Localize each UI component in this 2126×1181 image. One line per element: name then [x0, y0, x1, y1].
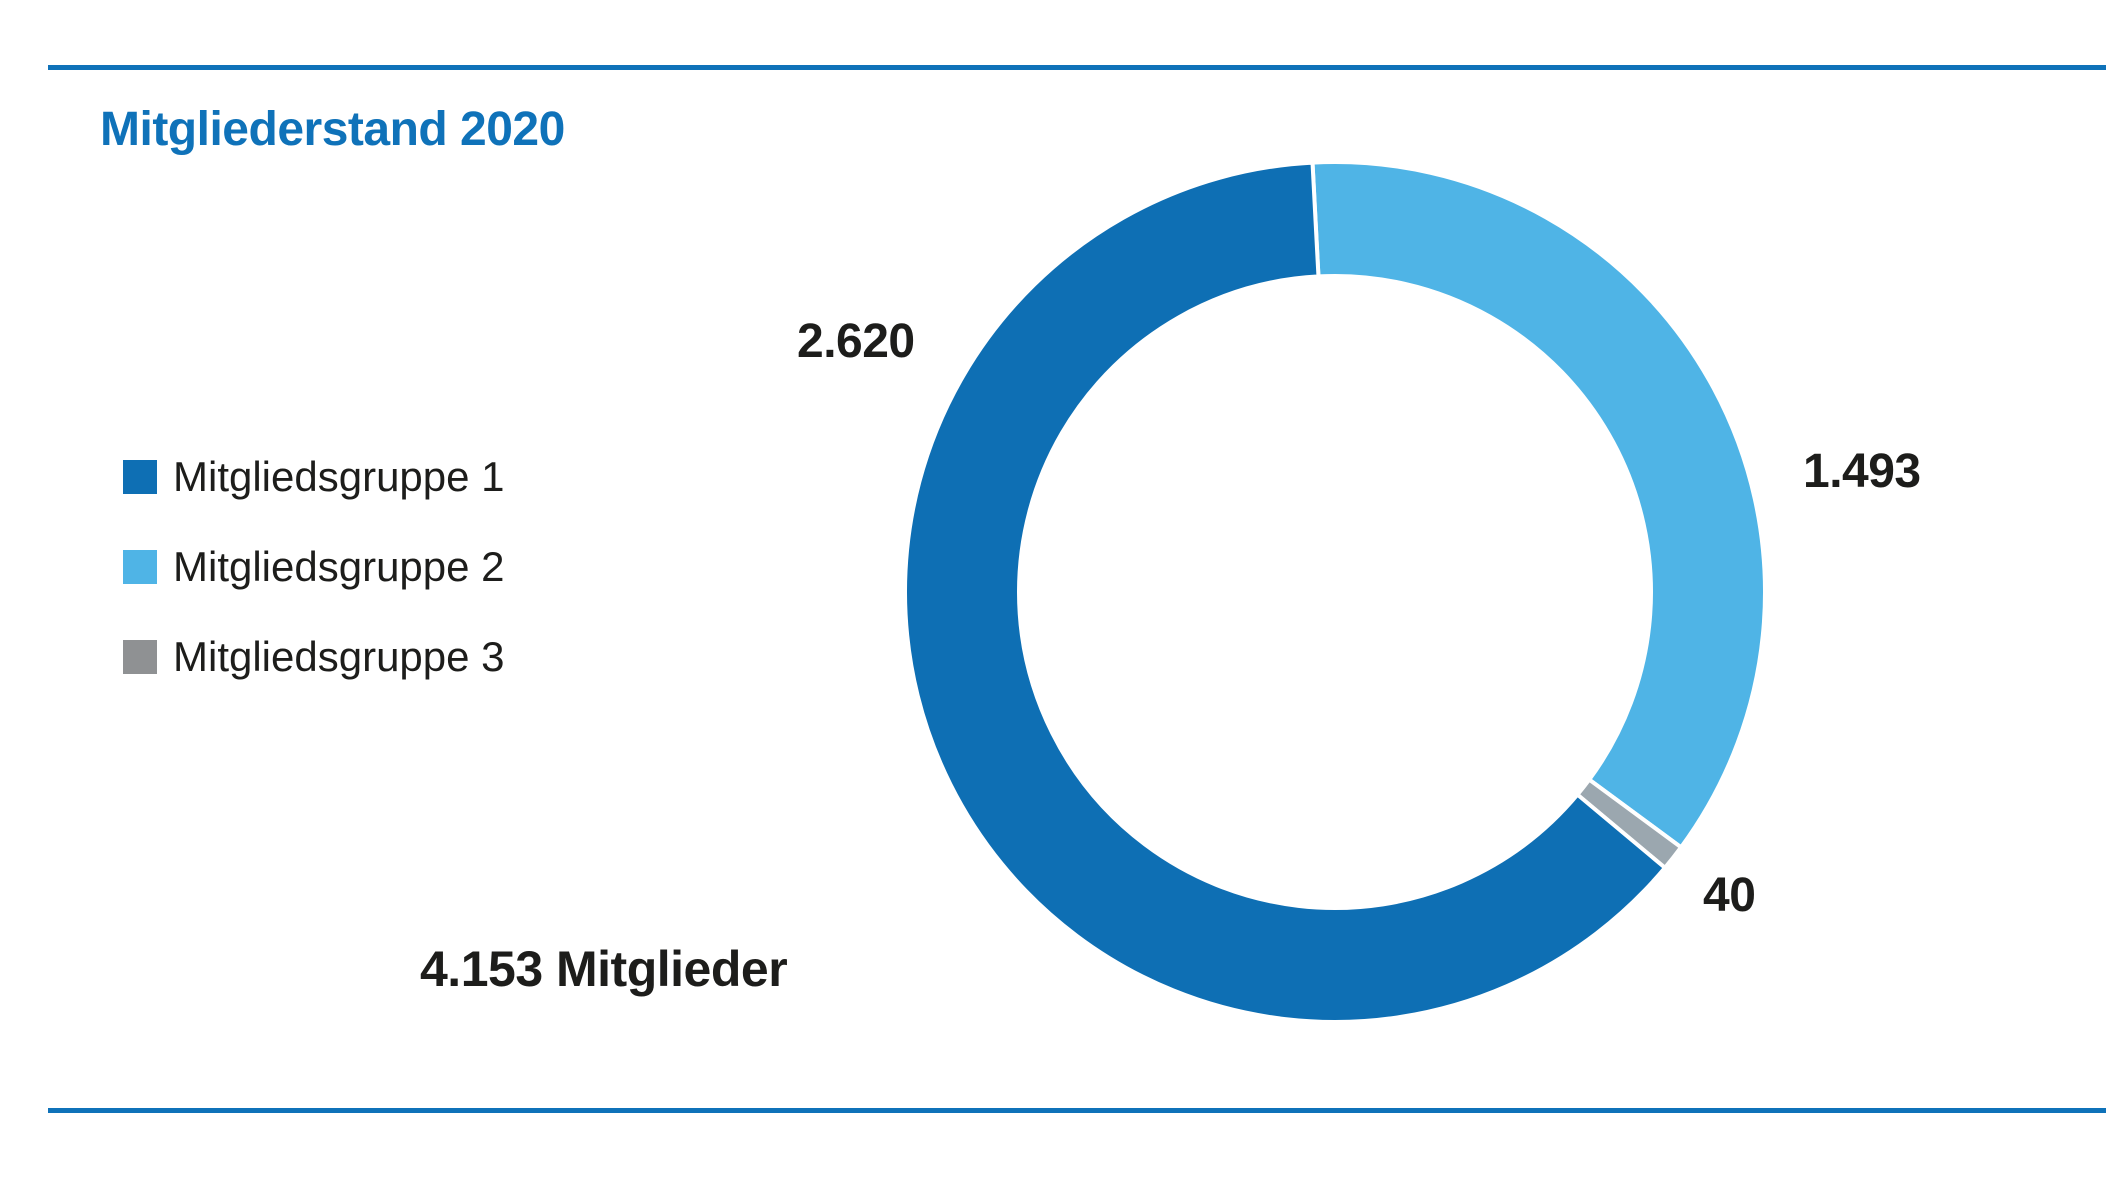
top-rule — [48, 65, 2106, 70]
legend-swatch-group2-icon — [123, 550, 157, 584]
legend-item-mitgliedsgruppe-2: Mitgliedsgruppe 2 — [123, 545, 505, 589]
slice-value-group3: 40 — [1703, 869, 1756, 922]
legend-swatch-group3-icon — [123, 640, 157, 674]
bottom-rule — [48, 1108, 2106, 1113]
legend-item-mitgliedsgruppe-3: Mitgliedsgruppe 3 — [123, 635, 505, 679]
slice-value-group1: 2.620 — [797, 315, 915, 368]
slice-value-group2: 1.493 — [1803, 445, 1921, 498]
legend-label: Mitgliedsgruppe 2 — [173, 543, 505, 590]
legend-label: Mitgliedsgruppe 1 — [173, 453, 505, 500]
total-label: 4.153 Mitglieder — [420, 941, 788, 997]
legend-swatch-group1-icon — [123, 460, 157, 494]
legend-item-mitgliedsgruppe-1: Mitgliedsgruppe 1 — [123, 455, 505, 499]
donut-slice-mitgliedsgruppe-2 — [1310, 160, 1768, 851]
chart-title: Mitgliederstand 2020 — [100, 103, 565, 156]
donut-slice-mitgliedsgruppe-1 — [902, 160, 1668, 1024]
legend-label: Mitgliedsgruppe 3 — [173, 633, 505, 680]
legend: Mitgliedsgruppe 1 Mitgliedsgruppe 2 Mitg… — [123, 455, 505, 679]
